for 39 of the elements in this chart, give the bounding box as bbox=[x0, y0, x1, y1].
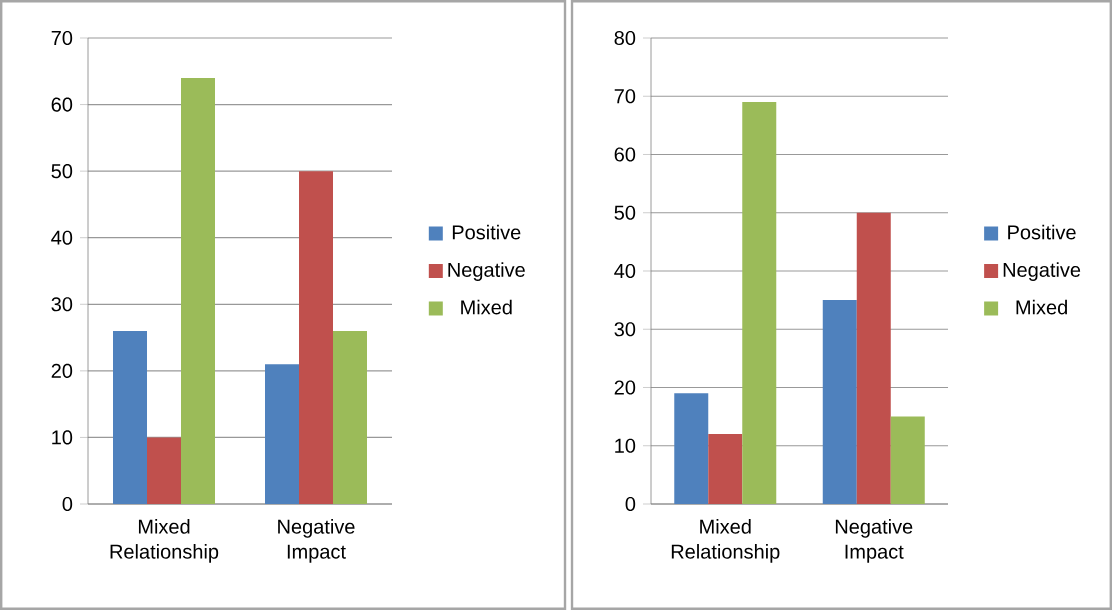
x-tick-label: Mixed Relationship bbox=[671, 519, 780, 563]
x-tick-label: Negative Impact bbox=[278, 519, 355, 563]
bar bbox=[742, 102, 777, 504]
y-tick-label: 10 bbox=[52, 430, 73, 445]
y-tick-label: 80 bbox=[614, 30, 636, 46]
bar bbox=[147, 437, 182, 504]
bar bbox=[822, 300, 857, 504]
y-tick-label: 60 bbox=[51, 97, 73, 112]
y-tick-label: 30 bbox=[51, 297, 73, 312]
y-tick-label: 20 bbox=[51, 363, 73, 378]
x-tick-label: Mixed Relationship bbox=[110, 519, 219, 563]
y-tick-label: 60 bbox=[614, 147, 636, 162]
y-tick-label: 30 bbox=[614, 322, 636, 337]
bar bbox=[890, 416, 925, 504]
y-tick-label: 70 bbox=[51, 30, 73, 46]
bar bbox=[856, 212, 891, 504]
bar bbox=[674, 393, 709, 504]
bar bbox=[181, 77, 215, 504]
y-tick-label: 50 bbox=[614, 205, 636, 220]
legend-label: Positive bbox=[1008, 224, 1076, 240]
y-tick-label: 10 bbox=[615, 438, 636, 453]
legend-label: Positive bbox=[452, 224, 521, 240]
legend-label: Mixed bbox=[461, 299, 512, 315]
y-tick-label: 50 bbox=[51, 164, 73, 179]
bar bbox=[265, 364, 299, 504]
y-tick-label: 20 bbox=[614, 380, 636, 395]
y-tick-label: 0 bbox=[625, 496, 636, 512]
bar bbox=[708, 434, 743, 504]
y-tick-label: 40 bbox=[51, 230, 73, 245]
bar bbox=[113, 330, 147, 504]
y-tick-label: 0 bbox=[62, 496, 73, 512]
y-tick-label: 70 bbox=[614, 89, 636, 104]
legend-label: Negative bbox=[448, 262, 525, 281]
bar bbox=[333, 330, 368, 504]
y-tick-label: 40 bbox=[614, 263, 636, 279]
x-tick-label: Negative Impact bbox=[835, 519, 913, 563]
bar bbox=[299, 171, 333, 504]
legend-label: Negative bbox=[1003, 262, 1081, 281]
legend-label: Mixed bbox=[1016, 299, 1067, 315]
